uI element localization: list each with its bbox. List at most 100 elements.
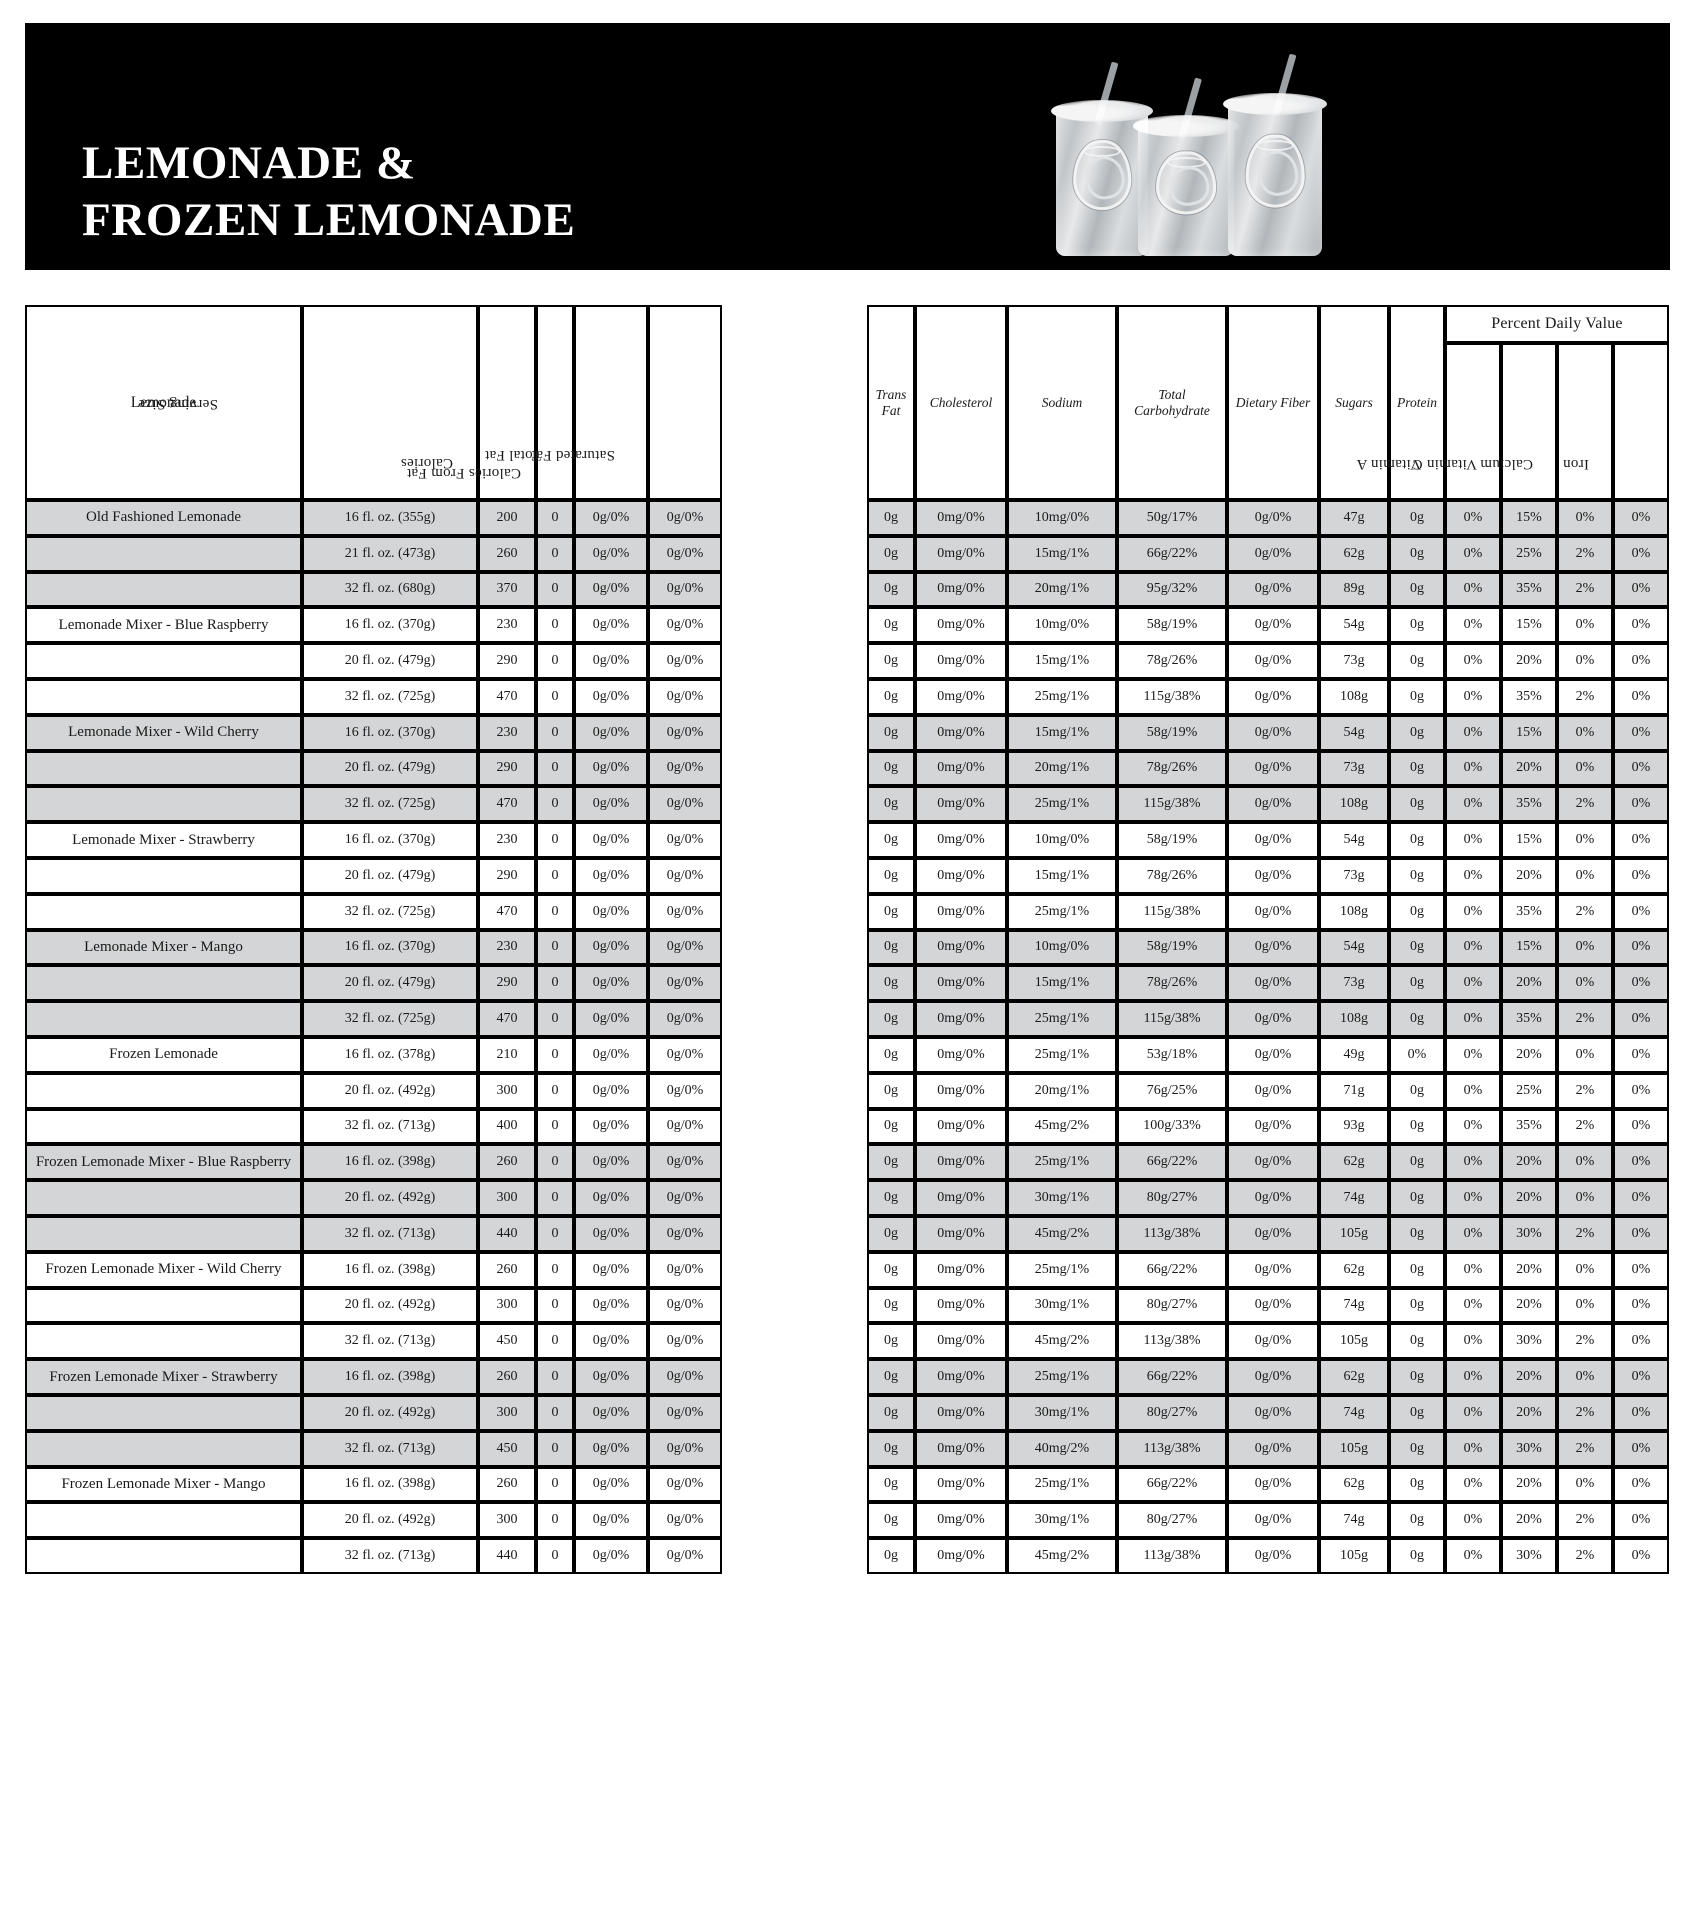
cell-vitamin-c: 20% [1501,1036,1557,1073]
cell-calories: 300 [478,1394,536,1431]
cell-dietary-fiber: 0g/0% [1227,1323,1319,1360]
cell-sugars: 62g [1319,1144,1389,1181]
cell-cholesterol: 0mg/0% [915,929,1007,966]
cell-protein: 0g [1389,500,1445,536]
column-header-name: Lemonade [25,305,302,500]
cell-trans-fat: 0g [867,786,915,823]
cell-iron: 0% [1613,893,1669,930]
cell-sodium: 25mg/1% [1007,893,1117,930]
cell-trans-fat: 0g [867,714,915,751]
cell-calories-from-fat: 0 [536,1323,574,1360]
cell-vitamin-a: 0% [1445,714,1501,751]
cell-total-carbohydrate: 78g/26% [1117,750,1227,787]
row-label-product [25,1430,302,1467]
row-label-product: Frozen Lemonade Mixer - Wild Cherry [25,1251,302,1288]
cell-sodium: 30mg/1% [1007,1502,1117,1539]
row-label-product: Frozen Lemonade Mixer - Strawberry [25,1359,302,1395]
cell-cholesterol: 0mg/0% [915,571,1007,608]
cell-total-carbohydrate: 113g/38% [1117,1215,1227,1252]
cell-calories: 290 [478,857,536,894]
cell-sugars: 54g [1319,714,1389,751]
cell-cholesterol: 0mg/0% [915,1180,1007,1216]
table-row: 0g 0mg/0% 30mg/1% 80g/27% 0g/0% 74g 0g 0% 20% 2% 0… [867,1502,1669,1539]
cell-vitamin-c: 20% [1501,1502,1557,1539]
cell-saturated-fat: 0g/0% [648,822,722,858]
row-label-product [25,643,302,679]
table-row: Frozen Lemonade 16 fl. oz. (378g) 210 0 0g/0… [25,1036,722,1073]
row-label-product [25,1502,302,1539]
cell-cholesterol: 0mg/0% [915,965,1007,1002]
table-row: 32 fl. oz. (725g) 470 0 0g/0% 0g/0% [25,786,722,823]
cell-saturated-fat: 0g/0% [648,786,722,823]
cell-dietary-fiber: 0g/0% [1227,714,1319,751]
cell-calcium: 2% [1557,786,1613,823]
cell-trans-fat: 0g [867,1359,915,1395]
cell-trans-fat: 0g [867,1108,915,1145]
cell-total-carbohydrate: 66g/22% [1117,535,1227,572]
cell-trans-fat: 0g [867,1215,915,1252]
column-header-total-fat: Total Fat [485,305,648,500]
cell-calories-from-fat: 0 [536,714,574,751]
cell-vitamin-c: 35% [1501,1001,1557,1037]
cell-dietary-fiber: 0g/0% [1227,1502,1319,1539]
lemonade-cup [1051,100,1153,256]
cell-calcium: 2% [1557,571,1613,608]
cell-iron: 0% [1613,1180,1669,1216]
cell-trans-fat: 0g [867,1287,915,1324]
cell-serving-size: 20 fl. oz. (479g) [302,750,478,787]
table-header-row: Lemonade Serving Size Calories Calories … [25,305,722,500]
cell-protein: 0g [1389,1359,1445,1395]
cell-calories: 260 [478,1359,536,1395]
cell-total-carbohydrate: 78g/26% [1117,965,1227,1002]
cell-calories: 470 [478,893,536,930]
cell-protein: 0g [1389,857,1445,894]
row-label-product [25,1323,302,1360]
cell-sodium: 25mg/1% [1007,1036,1117,1073]
cell-dietary-fiber: 0g/0% [1227,1072,1319,1109]
cell-dietary-fiber: 0g/0% [1227,857,1319,894]
cell-calories: 470 [478,678,536,715]
table-row: 0g 0mg/0% 15mg/1% 78g/26% 0g/0% 73g 0g 0% 20% 0% 0… [867,965,1669,1002]
cell-vitamin-a: 0% [1445,1430,1501,1467]
cell-calories-from-fat: 0 [536,500,574,536]
cell-protein: 0g [1389,1323,1445,1360]
cell-saturated-fat: 0g/0% [648,857,722,894]
cell-dietary-fiber: 0g/0% [1227,1430,1319,1467]
cell-dietary-fiber: 0g/0% [1227,1394,1319,1431]
cell-trans-fat: 0g [867,571,915,608]
cell-serving-size: 16 fl. oz. (398g) [302,1466,478,1503]
cell-vitamin-c: 20% [1501,643,1557,679]
cell-dietary-fiber: 0g/0% [1227,571,1319,608]
cell-cholesterol: 0mg/0% [915,1538,1007,1574]
column-header-calories: Calories [401,305,536,500]
cell-iron: 0% [1613,1359,1669,1395]
cell-total-fat: 0g/0% [574,714,648,751]
row-label-product [25,786,302,823]
cell-dietary-fiber: 0g/0% [1227,1359,1319,1395]
row-label-product: Lemonade Mixer - Wild Cherry [25,714,302,751]
cell-vitamin-a: 0% [1445,535,1501,572]
table-row: 0g 0mg/0% 25mg/1% 66g/22% 0g/0% 62g 0g 0% 20% 0% 0… [867,1466,1669,1503]
column-header-serving-size: Serving Size [138,305,478,500]
cell-vitamin-c: 35% [1501,571,1557,608]
table-row: 20 fl. oz. (479g) 290 0 0g/0% 0g/0% [25,857,722,894]
row-label-product: Lemonade Mixer - Strawberry [25,822,302,858]
table-row: 20 fl. oz. (479g) 290 0 0g/0% 0g/0% [25,750,722,787]
cell-protein: 0g [1389,1180,1445,1216]
column-header-vitamin-a: Vitamin A [1356,343,1501,500]
cell-iron: 0% [1613,1072,1669,1109]
cell-sodium: 25mg/1% [1007,1359,1117,1395]
cell-calcium: 0% [1557,750,1613,787]
cell-calories-from-fat: 0 [536,1215,574,1252]
table-row: 0g 0mg/0% 15mg/1% 58g/19% 0g/0% 54g 0g 0% 15% 0% 0… [867,714,1669,751]
cell-vitamin-a: 0% [1445,929,1501,966]
cell-saturated-fat: 0g/0% [648,1036,722,1073]
cell-sugars: 71g [1319,1072,1389,1109]
column-header-cholesterol: Cholesterol [915,305,1007,500]
cell-total-carbohydrate: 80g/27% [1117,1287,1227,1324]
cell-total-carbohydrate: 58g/19% [1117,607,1227,644]
table-row: 0g 0mg/0% 40mg/2% 113g/38% 0g/0% 105g 0g 0% 30% 2… [867,1430,1669,1467]
table-row: 0g 0mg/0% 30mg/1% 80g/27% 0g/0% 74g 0g 0% 20% 0% 0… [867,1287,1669,1324]
cell-cholesterol: 0mg/0% [915,822,1007,858]
cell-sodium: 15mg/1% [1007,857,1117,894]
